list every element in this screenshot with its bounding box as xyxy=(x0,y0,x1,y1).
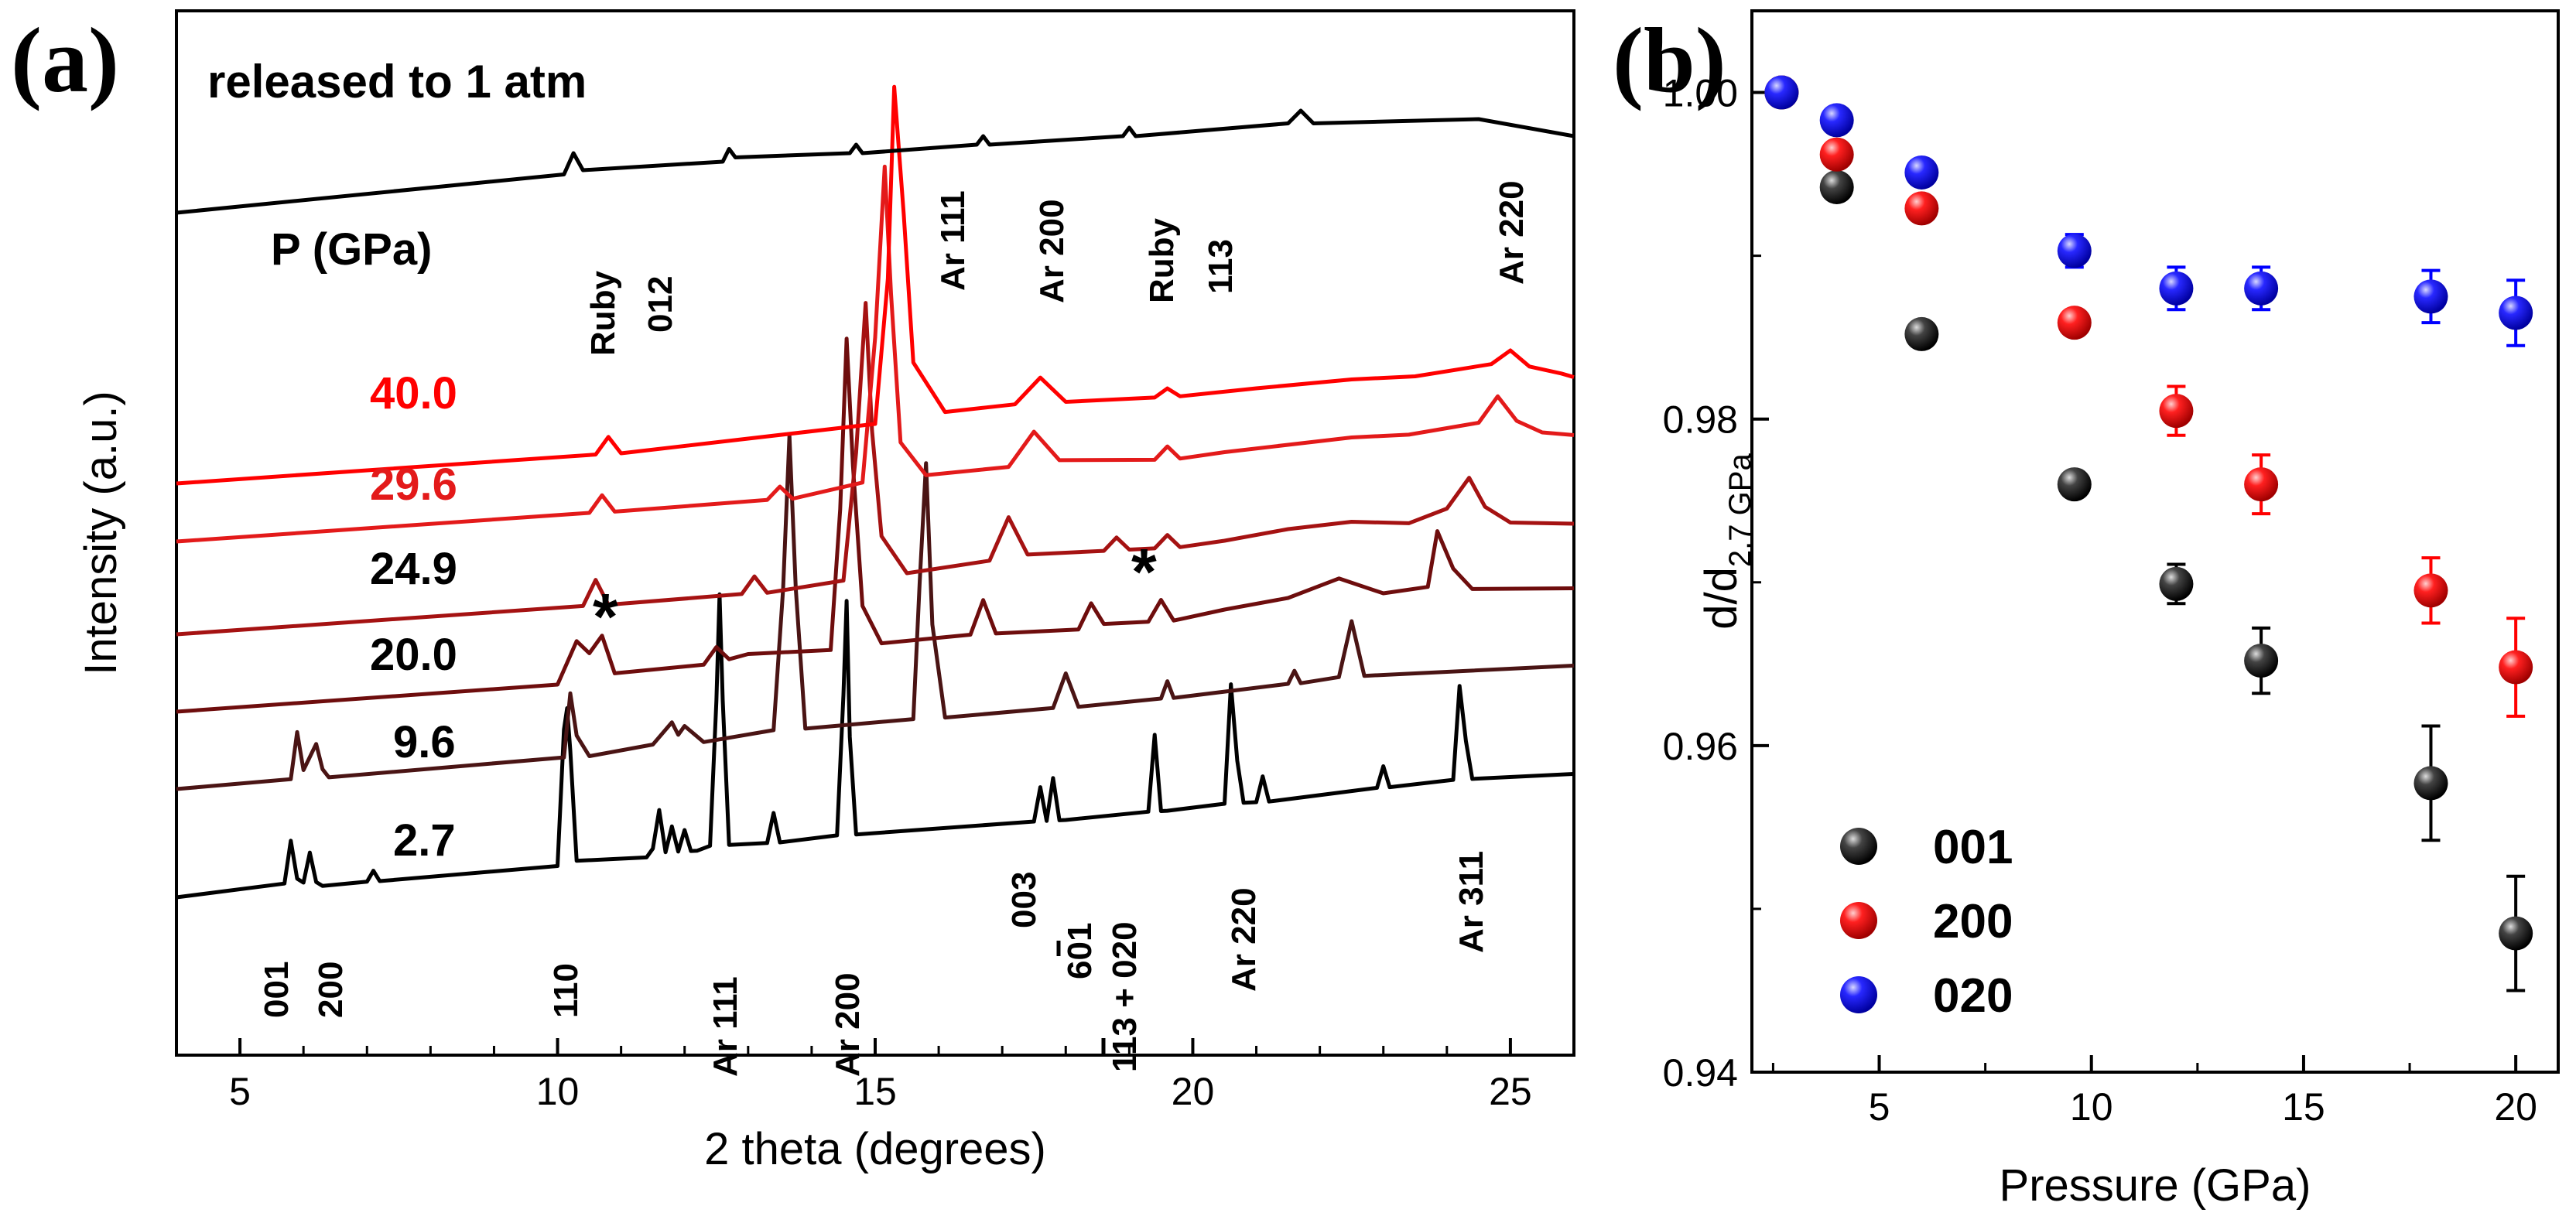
point-020-0 xyxy=(1764,75,1799,110)
point-020-4 xyxy=(2159,271,2194,306)
point-001-1 xyxy=(1819,169,1854,204)
pressure-label-29-6: 29.6 xyxy=(370,459,457,510)
legend-marker-001 xyxy=(1840,828,1877,865)
b-x-tick-label-2: 15 xyxy=(2282,1085,2325,1129)
legend-marker-200 xyxy=(1840,902,1877,939)
pressure-label-2-7: 2.7 xyxy=(393,815,456,866)
b-y-tick-label-3: 1.00 xyxy=(1663,72,1738,115)
ann-ar200-top: Ar 200 xyxy=(1033,199,1071,303)
asterisk-marker-1: * xyxy=(593,580,618,653)
ann-ar200-bottom: Ar 200 xyxy=(829,972,867,1077)
ann-113-020: 113 + 020 xyxy=(1106,921,1144,1072)
b-x-tick-label-1: 10 xyxy=(2070,1085,2113,1129)
b-y-tick-label-1: 0.96 xyxy=(1663,725,1738,768)
a-x-tick-label-1: 10 xyxy=(536,1070,580,1113)
legend: 001 200 020 xyxy=(1840,821,2013,1023)
trace-9-6 xyxy=(176,433,1575,791)
legend-label-001: 001 xyxy=(1933,821,2013,874)
trace-20-0 xyxy=(176,336,1575,714)
b-x-tick-label-0: 5 xyxy=(1869,1085,1890,1129)
legend-label-200: 200 xyxy=(1933,895,2013,948)
point-200-1 xyxy=(1819,137,1854,172)
trace-40-0 xyxy=(176,84,1575,486)
y-title-sub: 2.7 GPa xyxy=(1723,453,1757,568)
a-x-tick-label-3: 20 xyxy=(1172,1070,1215,1113)
pressure-header: P (GPa) xyxy=(271,224,432,275)
ann-ar311: Ar 311 xyxy=(1452,851,1490,953)
svg-text:d/d2.7 GPa: d/d2.7 GPa xyxy=(1696,453,1757,630)
legend-label-020: 020 xyxy=(1933,969,2013,1023)
ann-001: 001 xyxy=(258,962,296,1018)
point-020-2 xyxy=(1904,155,1939,190)
b-y-tick-label-0: 0.94 xyxy=(1663,1051,1738,1095)
panel-a-x-axis-title: 2 theta (degrees) xyxy=(704,1124,1046,1174)
ann-ruby-113-a: Ruby xyxy=(1143,217,1181,303)
pressure-label-40: 40.0 xyxy=(370,368,457,418)
b-y-tick-label-2: 0.98 xyxy=(1663,398,1738,442)
panel-b-frame xyxy=(1750,9,2560,1074)
point-001-6 xyxy=(2414,766,2448,801)
panel-b-x-axis-title: Pressure (GPa) xyxy=(2000,1160,2311,1211)
ann-ar220-top: Ar 220 xyxy=(1493,180,1531,285)
ann-ar111-top: Ar 111 xyxy=(934,190,972,291)
panel-a-traces xyxy=(176,84,1575,900)
panel-a: (a) 5 10 15 20 25 2 theta (degrees) Intensit… xyxy=(11,9,1575,1174)
point-200-2 xyxy=(1904,191,1939,226)
ann-ar220-bottom: Ar 220 xyxy=(1225,887,1263,992)
ann-ruby-113-b: 113 xyxy=(1202,239,1240,294)
top-label: released to 1 atm xyxy=(207,56,587,108)
ann-003: 003 xyxy=(1005,872,1043,928)
point-020-6 xyxy=(2414,279,2448,314)
ann-ruby-012-a: Ruby xyxy=(584,270,622,356)
panel-b-label: (b) xyxy=(1613,9,1726,111)
b-x-tick-label-3: 20 xyxy=(2494,1085,2537,1129)
pressure-label-20: 20.0 xyxy=(370,630,457,680)
panel-a-label: (a) xyxy=(11,9,119,111)
point-020-7 xyxy=(2499,296,2533,330)
a-x-tick-label-2: 15 xyxy=(854,1070,897,1113)
point-200-6 xyxy=(2414,573,2448,608)
point-001-3 xyxy=(2057,467,2092,502)
point-020-5 xyxy=(2244,271,2279,306)
ann-ar111-bottom: Ar 111 xyxy=(706,976,744,1077)
point-020-3 xyxy=(2057,234,2092,268)
point-001-2 xyxy=(1904,316,1939,351)
trace-released-to-1-atm xyxy=(176,108,1575,215)
point-001-7 xyxy=(2499,916,2533,951)
panel-b-x-ticks: 5 10 15 20 xyxy=(1771,1055,2537,1129)
point-001-4 xyxy=(2159,566,2194,601)
trace-2-7 xyxy=(176,592,1575,900)
panel-a-x-ticks: 5 10 15 20 25 xyxy=(175,1038,1575,1113)
y-title-main: d/d xyxy=(1696,567,1746,630)
point-200-3 xyxy=(2057,306,2092,340)
ann-110: 110 xyxy=(547,963,585,1018)
panel-a-frame xyxy=(175,9,1575,1057)
ann-200: 200 xyxy=(312,962,350,1018)
pressure-label-9-6: 9.6 xyxy=(393,717,456,767)
ann-ruby-012-b: 012 xyxy=(641,276,679,333)
point-001-5 xyxy=(2244,644,2279,678)
panel-b-y-axis-title: d/d2.7 GPa xyxy=(1696,453,1757,630)
point-200-4 xyxy=(2159,394,2194,429)
panel-b: (b) 5 10 15 20 0.94 0.96 0.98 1.00 Pressure (G… xyxy=(1613,9,2560,1211)
trace-24-9 xyxy=(176,301,1575,637)
pressure-label-24-9: 24.9 xyxy=(370,544,457,594)
a-x-tick-label-4: 25 xyxy=(1489,1070,1532,1113)
trace-29-6 xyxy=(176,164,1575,544)
point-020-1 xyxy=(1819,103,1854,138)
legend-marker-020 xyxy=(1840,976,1877,1013)
a-x-tick-label-0: 5 xyxy=(229,1070,251,1113)
panel-b-points xyxy=(1764,75,2533,992)
point-200-5 xyxy=(2244,467,2279,502)
ann-601: 601 xyxy=(1061,923,1099,979)
panel-a-y-axis-title: Intensity (a.u.) xyxy=(76,391,126,675)
point-200-7 xyxy=(2499,650,2533,685)
asterisk-marker-2: * xyxy=(1131,535,1157,608)
